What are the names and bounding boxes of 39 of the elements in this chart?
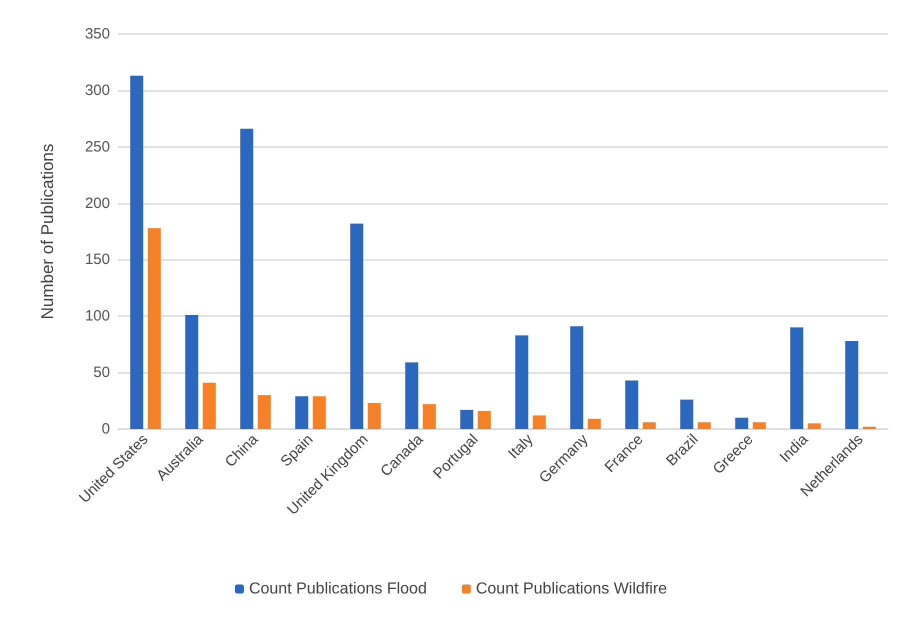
bar xyxy=(570,326,584,429)
bar xyxy=(202,382,216,429)
y-axis-title: Number of Publications xyxy=(38,144,57,320)
bar xyxy=(698,422,711,429)
bar xyxy=(368,403,381,429)
bar xyxy=(808,423,821,429)
y-tick-label: 50 xyxy=(93,364,110,382)
bar xyxy=(790,327,804,429)
bar xyxy=(295,396,308,429)
bar xyxy=(185,315,198,429)
y-tick-label: 100 xyxy=(84,308,110,325)
bar xyxy=(258,395,271,429)
y-tick-label: 350 xyxy=(84,26,110,42)
bar xyxy=(625,380,638,429)
y-tick-label: 250 xyxy=(84,138,110,156)
bar xyxy=(405,362,418,429)
bar xyxy=(680,400,694,429)
bar xyxy=(350,224,364,429)
y-tick-label: 200 xyxy=(84,194,110,212)
bar xyxy=(312,396,326,429)
x-tick-label: Italy xyxy=(505,430,537,462)
bar xyxy=(460,410,474,429)
legend-label: Count Publications Wildfire xyxy=(476,580,668,598)
bar xyxy=(515,335,528,429)
bar xyxy=(148,228,161,429)
bar xyxy=(478,410,491,429)
y-tick-label: 300 xyxy=(84,82,110,99)
bar xyxy=(735,418,748,429)
y-tick-label: 0 xyxy=(102,420,110,438)
bar xyxy=(422,404,436,429)
bar xyxy=(532,415,546,429)
bar xyxy=(130,76,144,429)
bar xyxy=(752,422,766,429)
y-tick-label: 150 xyxy=(84,251,110,268)
bar xyxy=(588,418,601,429)
bar xyxy=(642,422,656,429)
bar xyxy=(845,340,858,429)
legend-label: Count Publications Flood xyxy=(248,580,427,598)
bar xyxy=(240,128,254,429)
